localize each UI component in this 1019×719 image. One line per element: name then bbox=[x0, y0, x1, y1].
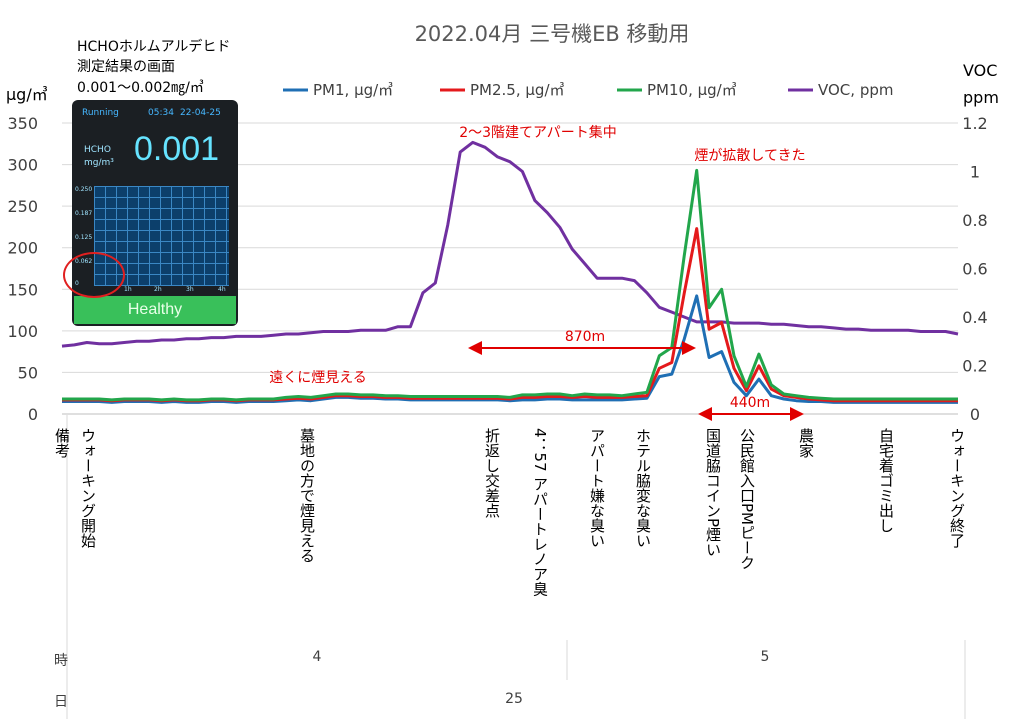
chart-title: 2022.04月 三号機EB 移動用 bbox=[415, 22, 690, 46]
annotation-440m: 440m bbox=[730, 395, 770, 411]
arrow-870m bbox=[468, 341, 696, 355]
right-tick-0.4: 0.4 bbox=[962, 308, 987, 327]
event-labels: 備考 ウォーキング開始 墓地の方で煙見える 折返し交差点 4：57 アパートレノア臭 アパ… bbox=[53, 428, 966, 597]
category-table bbox=[66, 415, 966, 719]
annotation-smoke-spread: 煙が拡散してきた bbox=[694, 148, 805, 164]
left-tick-250: 250 bbox=[7, 197, 38, 216]
event-label-4: アパート嫌な臭い bbox=[588, 428, 606, 548]
series-line-3 bbox=[61, 140, 959, 348]
left-tick-300: 300 bbox=[7, 156, 38, 175]
left-tick-50: 50 bbox=[18, 363, 38, 382]
series-line-0 bbox=[62, 294, 958, 404]
event-label-5: ホテル脇変な臭い bbox=[634, 428, 652, 548]
legend-label-2: PM10, μg/㎥ bbox=[647, 81, 737, 99]
meter-date: 22-04-25 bbox=[180, 108, 221, 118]
meter-xtick-3: 4h bbox=[218, 286, 226, 293]
event-label-9: 自宅着ゴミ出し bbox=[877, 428, 895, 533]
meter-gas-label: HCHO mg/m³ bbox=[84, 145, 114, 168]
event-label-6: 国道脇コインP煙い bbox=[704, 428, 722, 557]
left-tick-200: 200 bbox=[7, 239, 38, 258]
event-label-10: ウォーキング終了 bbox=[948, 428, 966, 548]
inset-note-line1: HCHOホルムアルデヒド bbox=[77, 39, 231, 55]
meter-xtick-1: 2h bbox=[154, 286, 162, 293]
right-axis-unit: ppm bbox=[963, 88, 999, 107]
meter-reading: 0.001 bbox=[134, 130, 220, 168]
legend-label-1: PM2.5, μg/㎥ bbox=[470, 81, 565, 99]
legend: PM1, μg/㎥ PM2.5, μg/㎥ PM10, μg/㎥ VOC, ppm bbox=[283, 81, 893, 99]
left-tick-0: 0 bbox=[28, 405, 38, 424]
meter-xtick-0: 1h bbox=[124, 286, 132, 293]
annotation-870m: 870m bbox=[565, 329, 605, 345]
left-tick-150: 150 bbox=[7, 280, 38, 299]
meter-xtick-2: 3h bbox=[186, 286, 194, 293]
event-label-2: 折返し交差点 bbox=[483, 428, 501, 518]
right-tick-1.2: 1.2 bbox=[962, 114, 987, 133]
row-header-remark: 備考 bbox=[53, 428, 71, 458]
right-tick-1: 1 bbox=[970, 163, 980, 182]
event-label-7: 公民館入口PMピーク bbox=[738, 428, 756, 570]
hour-label-4: 4 bbox=[313, 649, 322, 665]
series-line-2 bbox=[62, 168, 958, 402]
meter-status: Running bbox=[82, 108, 119, 118]
inset-note-line3: 0.001〜0.002㎎/㎥ bbox=[77, 80, 204, 96]
meter-ytick-1: 0.187 bbox=[75, 210, 93, 217]
annotation-smoke-far: 遠くに煙見える bbox=[269, 370, 367, 386]
hour-label-5: 5 bbox=[761, 649, 770, 665]
right-tick-0.8: 0.8 bbox=[962, 211, 987, 230]
event-label-3: 4：57 アパートレノア臭 bbox=[531, 428, 549, 597]
left-tick-350: 350 bbox=[7, 114, 38, 133]
meter-time: 05:34 bbox=[148, 108, 174, 118]
arrow-440m bbox=[698, 407, 804, 421]
event-label-8: 農家 bbox=[797, 428, 815, 458]
right-axis-label: VOC bbox=[963, 61, 997, 80]
legend-label-3: VOC, ppm bbox=[818, 81, 893, 99]
left-tick-100: 100 bbox=[7, 322, 38, 341]
event-label-0: ウォーキング開始 bbox=[79, 428, 97, 548]
event-label-1: 墓地の方で煙見える bbox=[298, 428, 316, 563]
annotation-apartments: 2〜3階建てアパート集中 bbox=[459, 124, 617, 141]
left-axis-ticks: 0 50 100 150 200 250 300 350 bbox=[7, 114, 38, 424]
row-header-day: 日 bbox=[54, 694, 68, 710]
meter-status-bar: Running 05:34 22-04-25 bbox=[80, 106, 230, 122]
meter-health-status: Healthy bbox=[74, 296, 236, 324]
left-axis-unit: μg/㎥ bbox=[6, 85, 48, 104]
right-tick-0: 0 bbox=[970, 405, 980, 424]
inset-note-line2: 測定結果の画面 bbox=[77, 59, 175, 75]
legend-label-0: PM1, μg/㎥ bbox=[313, 81, 393, 99]
meter-ytick-0: 0.250 bbox=[75, 186, 93, 193]
right-axis-ticks: 0 0.2 0.4 0.6 0.8 1 1.2 bbox=[962, 114, 987, 424]
highlight-circle bbox=[63, 252, 125, 298]
series-lines bbox=[61, 140, 959, 404]
right-tick-0.2: 0.2 bbox=[962, 357, 987, 376]
day-label-25: 25 bbox=[505, 691, 523, 707]
meter-ytick-2: 0.125 bbox=[75, 234, 93, 241]
row-header-hour: 時 bbox=[54, 653, 68, 669]
right-tick-0.6: 0.6 bbox=[962, 260, 987, 279]
